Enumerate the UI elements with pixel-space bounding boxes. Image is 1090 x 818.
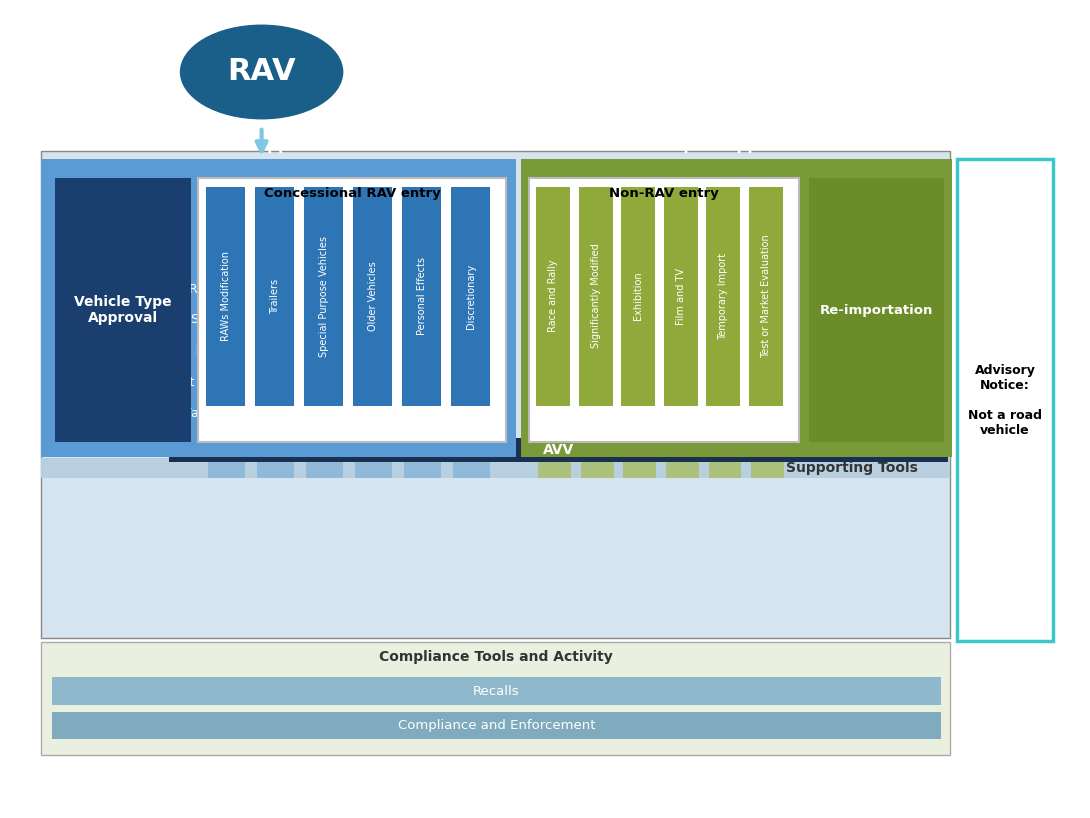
Text: Race and Rally: Race and Rally (548, 260, 558, 332)
FancyBboxPatch shape (41, 339, 355, 365)
FancyBboxPatch shape (54, 178, 191, 442)
Text: Non-RAV entry: Non-RAV entry (609, 187, 718, 200)
FancyBboxPatch shape (198, 178, 506, 442)
FancyBboxPatch shape (666, 458, 699, 478)
Text: Re-importation: Re-importation (820, 303, 933, 317)
Text: RAV Approvals: RAV Approvals (216, 138, 341, 153)
FancyBboxPatch shape (206, 187, 245, 406)
FancyBboxPatch shape (353, 187, 392, 406)
FancyBboxPatch shape (161, 278, 251, 301)
Text: AVV: AVV (543, 443, 574, 457)
Text: Import Approvals: Import Approvals (662, 138, 811, 153)
Text: Significantly Modified: Significantly Modified (591, 244, 601, 348)
Text: Supporting Tools: Supporting Tools (787, 461, 918, 475)
FancyBboxPatch shape (751, 458, 784, 478)
FancyBboxPatch shape (404, 458, 441, 478)
Text: RAV: RAV (228, 57, 295, 87)
Text: Trailers: Trailers (269, 279, 280, 313)
FancyBboxPatch shape (41, 642, 950, 755)
Text: Discretionary: Discretionary (465, 263, 476, 329)
Ellipse shape (180, 25, 343, 119)
FancyBboxPatch shape (41, 370, 374, 396)
FancyBboxPatch shape (255, 187, 294, 406)
FancyBboxPatch shape (536, 187, 570, 406)
Text: Component Type Approvals: Component Type Approvals (122, 376, 293, 389)
FancyBboxPatch shape (402, 187, 441, 406)
FancyBboxPatch shape (809, 178, 944, 442)
FancyBboxPatch shape (623, 458, 656, 478)
Text: RAWs: RAWs (189, 283, 223, 296)
FancyBboxPatch shape (169, 438, 948, 462)
Text: Temporary Import: Temporary Import (718, 253, 728, 339)
FancyBboxPatch shape (529, 178, 799, 442)
Text: Older Vehicles: Older Vehicles (367, 261, 378, 331)
FancyBboxPatch shape (664, 187, 698, 406)
Text: Compliance Tools and Activity: Compliance Tools and Activity (379, 649, 613, 664)
Text: Compliance and Enforcement: Compliance and Enforcement (398, 719, 595, 732)
Text: Personal Effects: Personal Effects (416, 257, 427, 335)
Text: Concessional RAV entry: Concessional RAV entry (264, 187, 440, 200)
FancyBboxPatch shape (41, 159, 516, 457)
Text: Advisory
Notice:

Not a road
vehicle: Advisory Notice: Not a road vehicle (968, 363, 1042, 437)
FancyBboxPatch shape (41, 401, 390, 427)
FancyBboxPatch shape (355, 458, 392, 478)
Text: RAWs Modification: RAWs Modification (220, 251, 231, 341)
FancyBboxPatch shape (579, 187, 613, 406)
FancyBboxPatch shape (621, 187, 655, 406)
FancyBboxPatch shape (41, 458, 950, 478)
Text: Testing Facility Approvals: Testing Facility Approvals (137, 407, 294, 420)
FancyBboxPatch shape (538, 458, 571, 478)
Text: SEVs: SEVs (191, 312, 221, 326)
FancyBboxPatch shape (161, 308, 251, 330)
Text: Film and TV: Film and TV (676, 267, 686, 325)
Text: Special Purpose Vehicles: Special Purpose Vehicles (318, 236, 329, 357)
FancyBboxPatch shape (957, 159, 1053, 641)
Text: Vehicle Type
Approval: Vehicle Type Approval (74, 295, 171, 325)
FancyBboxPatch shape (521, 159, 952, 457)
FancyBboxPatch shape (453, 458, 490, 478)
Text: Recalls: Recalls (473, 685, 520, 698)
Text: Model Reports: Model Reports (154, 345, 243, 358)
FancyBboxPatch shape (41, 151, 950, 638)
FancyBboxPatch shape (581, 458, 614, 478)
FancyBboxPatch shape (257, 458, 294, 478)
FancyBboxPatch shape (304, 187, 343, 406)
FancyBboxPatch shape (306, 458, 343, 478)
FancyBboxPatch shape (749, 187, 783, 406)
Text: Test or Market Evaluation: Test or Market Evaluation (761, 234, 771, 358)
Text: Exhibition: Exhibition (633, 272, 643, 321)
FancyBboxPatch shape (708, 458, 741, 478)
FancyBboxPatch shape (706, 187, 740, 406)
FancyBboxPatch shape (451, 187, 490, 406)
FancyBboxPatch shape (52, 677, 941, 705)
FancyBboxPatch shape (52, 712, 941, 739)
FancyBboxPatch shape (208, 458, 245, 478)
